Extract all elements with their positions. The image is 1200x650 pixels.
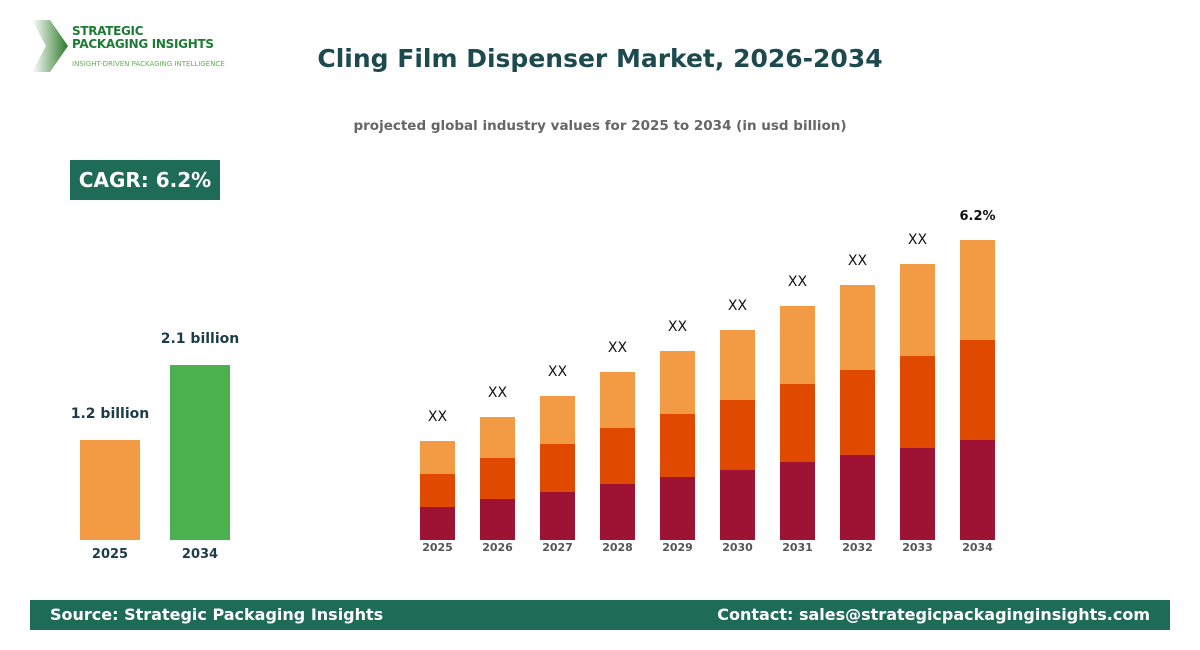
- bar-segment-2031-2: [780, 306, 815, 384]
- data-label: XX: [908, 232, 928, 248]
- bar-segment-2030-2: [720, 330, 755, 400]
- data-label: XX: [488, 385, 508, 401]
- bar-segment-2033-2: [900, 264, 935, 356]
- data-label: XX: [608, 340, 628, 356]
- x-tick-label: 2032: [842, 541, 873, 554]
- bar-segment-2034-0: [960, 440, 995, 540]
- cagr-badge: CAGR: 6.2%: [70, 160, 220, 200]
- source-text: Source: Strategic Packaging Insights: [50, 605, 384, 624]
- x-tick-label: 2028: [602, 541, 633, 554]
- bar-segment-2029-0: [660, 477, 695, 540]
- bar-segment-2032-2: [840, 285, 875, 370]
- logo-chevron-icon: [32, 20, 68, 72]
- data-label: 6.2%: [959, 209, 995, 224]
- bar-segment-2028-1: [600, 428, 635, 484]
- bar-segment-2026-2: [480, 417, 515, 458]
- logo-tagline: INSIGHT-DRIVEN PACKAGING INTELLIGENCE: [72, 60, 225, 68]
- bar-segment-2029-1: [660, 414, 695, 477]
- bar-segment-2026-1: [480, 458, 515, 499]
- summary-year-label: 2025: [91, 547, 129, 562]
- data-label: XX: [548, 364, 568, 380]
- bar-segment-2029-2: [660, 351, 695, 414]
- data-label: XX: [668, 319, 688, 335]
- footer-bar: Source: Strategic Packaging Insights Con…: [30, 600, 1170, 630]
- summary-value-label: 1.2 billion: [70, 406, 150, 422]
- bar-segment-2030-1: [720, 400, 755, 470]
- bar-segment-2027-0: [540, 492, 575, 540]
- summary-bar-2034: [170, 365, 230, 540]
- bar-segment-2031-1: [780, 384, 815, 462]
- logo-text: STRATEGIC PACKAGING INSIGHTS: [72, 24, 214, 51]
- bar-segment-2025-2: [420, 441, 455, 474]
- bar-segment-2032-0: [840, 455, 875, 540]
- bar-segment-2033-1: [900, 356, 935, 448]
- summary-value-label: 2.1 billion: [160, 331, 240, 347]
- contact-text: Contact: sales@strategicpackaginginsight…: [717, 605, 1150, 624]
- x-tick-label: 2033: [902, 541, 933, 554]
- bar-segment-2028-2: [600, 372, 635, 428]
- x-tick-label: 2030: [722, 541, 753, 554]
- x-tick-label: 2026: [482, 541, 513, 554]
- data-label: XX: [848, 253, 868, 269]
- x-tick-label: 2031: [782, 541, 813, 554]
- data-label: XX: [428, 409, 448, 425]
- stacked-bar-chart: 2025 XX 2026 XX 2027 XX 2028 XX 2029 XX 2030 XX 2031…: [420, 209, 996, 554]
- bar-segment-2034-2: [960, 240, 995, 340]
- subtitle: projected global industry values for 202…: [353, 118, 847, 134]
- bar-segment-2027-1: [540, 444, 575, 492]
- x-tick-label: 2027: [542, 541, 573, 554]
- x-tick-label: 2034: [962, 541, 993, 554]
- data-label: XX: [788, 274, 808, 290]
- bar-segment-2028-0: [600, 484, 635, 540]
- bar-segment-2025-0: [420, 507, 455, 540]
- bar-segment-2034-1: [960, 340, 995, 440]
- x-tick-label: 2025: [422, 541, 453, 554]
- bar-segment-2025-1: [420, 474, 455, 507]
- bar-segment-2032-1: [840, 370, 875, 455]
- bar-segment-2033-0: [900, 448, 935, 540]
- data-label: XX: [728, 298, 748, 314]
- x-tick-label: 2029: [662, 541, 693, 554]
- bar-segment-2031-0: [780, 462, 815, 540]
- bar-segment-2030-0: [720, 470, 755, 540]
- summary-bar-2025: [80, 440, 140, 540]
- summary-year-label: 2034: [181, 547, 219, 562]
- page-title: Cling Film Dispenser Market, 2026-2034: [317, 44, 883, 73]
- bar-segment-2027-2: [540, 396, 575, 444]
- bar-segment-2026-0: [480, 499, 515, 540]
